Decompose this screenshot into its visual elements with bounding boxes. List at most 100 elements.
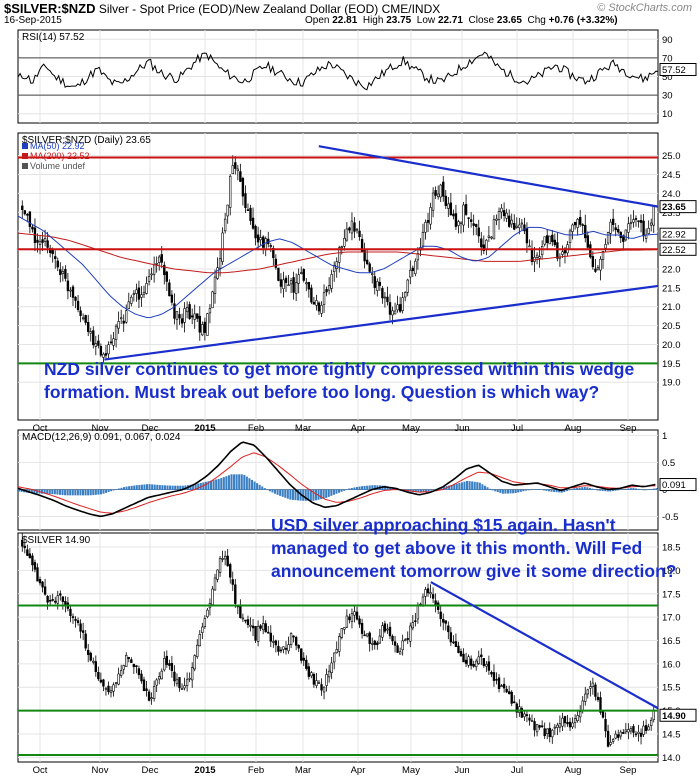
macd-histogram-bar <box>105 489 108 493</box>
candle-body <box>294 637 298 646</box>
candle-body <box>112 338 115 346</box>
y-tick-label: -0.5 <box>662 512 678 523</box>
candle-body <box>644 234 648 239</box>
macd-histogram-bar <box>450 484 453 490</box>
y-tick-label: 70 <box>662 53 673 64</box>
candle-body <box>114 682 118 684</box>
candle-body <box>376 642 379 646</box>
candle-body <box>254 626 257 641</box>
macd-histogram-bar <box>335 489 338 494</box>
macd-histogram-bar <box>140 484 143 490</box>
candle-body <box>343 627 346 630</box>
candle-body <box>447 203 450 209</box>
candle-body <box>500 685 503 687</box>
x-month-label: 2015 <box>194 765 216 776</box>
macd-histogram-bar <box>153 484 156 490</box>
symbol-description: Silver - Spot Price (EOD)/New Zealand Do… <box>98 2 379 16</box>
candle-body <box>315 300 318 306</box>
panel-rsi: 10 30 50 70 90 RSI(14) 57.52 <box>17 29 673 124</box>
macd-histogram-bar <box>325 489 328 498</box>
candle-body <box>282 646 285 650</box>
candle-body <box>606 730 610 747</box>
candle-body <box>475 660 478 668</box>
candle-body <box>345 228 349 241</box>
candle-body <box>513 701 516 704</box>
candle-body <box>279 649 283 652</box>
x-month-label: Sep <box>620 765 637 776</box>
y-tick-label: 50 <box>662 72 673 83</box>
candle-body <box>546 235 549 243</box>
macd-histogram-bar <box>647 489 650 490</box>
candle-body <box>454 213 458 227</box>
candle-body <box>338 636 341 652</box>
macd-histogram-bar <box>314 489 318 501</box>
candle-body <box>492 219 496 240</box>
candle-body <box>462 653 465 663</box>
macd-histogram-bar <box>558 489 561 493</box>
macd-histogram-bar <box>586 487 589 490</box>
candle-body <box>165 271 169 282</box>
candle-body <box>196 644 199 657</box>
macd-histogram-bar <box>545 489 548 491</box>
high-value: 23.75 <box>386 15 412 26</box>
candle-body <box>132 663 136 668</box>
candle-body <box>310 287 313 303</box>
candle-body <box>381 625 384 638</box>
candle-body <box>452 213 455 217</box>
candle-body <box>327 670 331 678</box>
candle-body <box>606 232 610 244</box>
candle-body <box>513 223 516 230</box>
macd-histogram-bar <box>348 488 351 490</box>
macd-histogram-bar <box>491 489 494 491</box>
x-month-label: Apr <box>351 765 366 776</box>
candle-body <box>117 321 120 329</box>
ohlc-readout: Open 22.81 High 23.75 Low 22.71 Close 23… <box>305 15 618 26</box>
candle-body <box>442 181 445 197</box>
candle-body <box>300 648 303 661</box>
macd-histogram-bar <box>453 484 456 490</box>
macd-histogram-bar <box>652 488 655 490</box>
candle-body <box>196 313 199 319</box>
candle-body <box>457 221 460 226</box>
candle-body <box>553 239 557 246</box>
macd-histogram-bar <box>94 489 97 495</box>
macd-histogram-bar <box>509 489 512 494</box>
legend-swatch <box>22 153 28 159</box>
candle-body <box>272 247 275 259</box>
candle-body <box>358 618 361 625</box>
macd-histogram-bar <box>215 479 218 490</box>
candle-body <box>373 276 376 288</box>
candle-body <box>36 239 39 243</box>
candle-body <box>411 267 414 271</box>
candle-body <box>140 673 143 682</box>
macd-histogram-bar <box>573 488 576 490</box>
candle-body <box>221 558 224 560</box>
candle-body <box>213 577 217 591</box>
macd-histogram-bar <box>261 486 264 490</box>
candle-body <box>411 622 414 629</box>
candle-body <box>297 274 300 284</box>
candle-body <box>59 593 62 596</box>
candle-body <box>178 677 181 689</box>
candle-body <box>287 284 290 287</box>
macd-histogram-bar <box>496 489 499 493</box>
macd-histogram-bar <box>386 486 389 490</box>
candle-body <box>401 640 404 651</box>
candle-body <box>629 728 633 732</box>
candle-body <box>213 276 217 294</box>
macd-histogram-bar <box>235 474 238 490</box>
candle-body <box>99 346 103 356</box>
candle-body <box>244 619 247 622</box>
candle-body <box>540 725 544 728</box>
usd-annotation: USD silver approaching $15 again. Hasn't… <box>271 515 677 581</box>
macd-histogram-bar <box>161 485 164 490</box>
candle-body <box>147 276 151 282</box>
macd-histogram-bar <box>550 489 553 492</box>
candle-body <box>393 310 397 315</box>
macd-histogram-bar <box>266 489 269 491</box>
macd-value-label: 0.091 <box>662 480 686 491</box>
macd-histogram-bar <box>604 489 607 492</box>
x-month-label: Mar <box>295 765 311 776</box>
candle-body <box>378 281 382 286</box>
